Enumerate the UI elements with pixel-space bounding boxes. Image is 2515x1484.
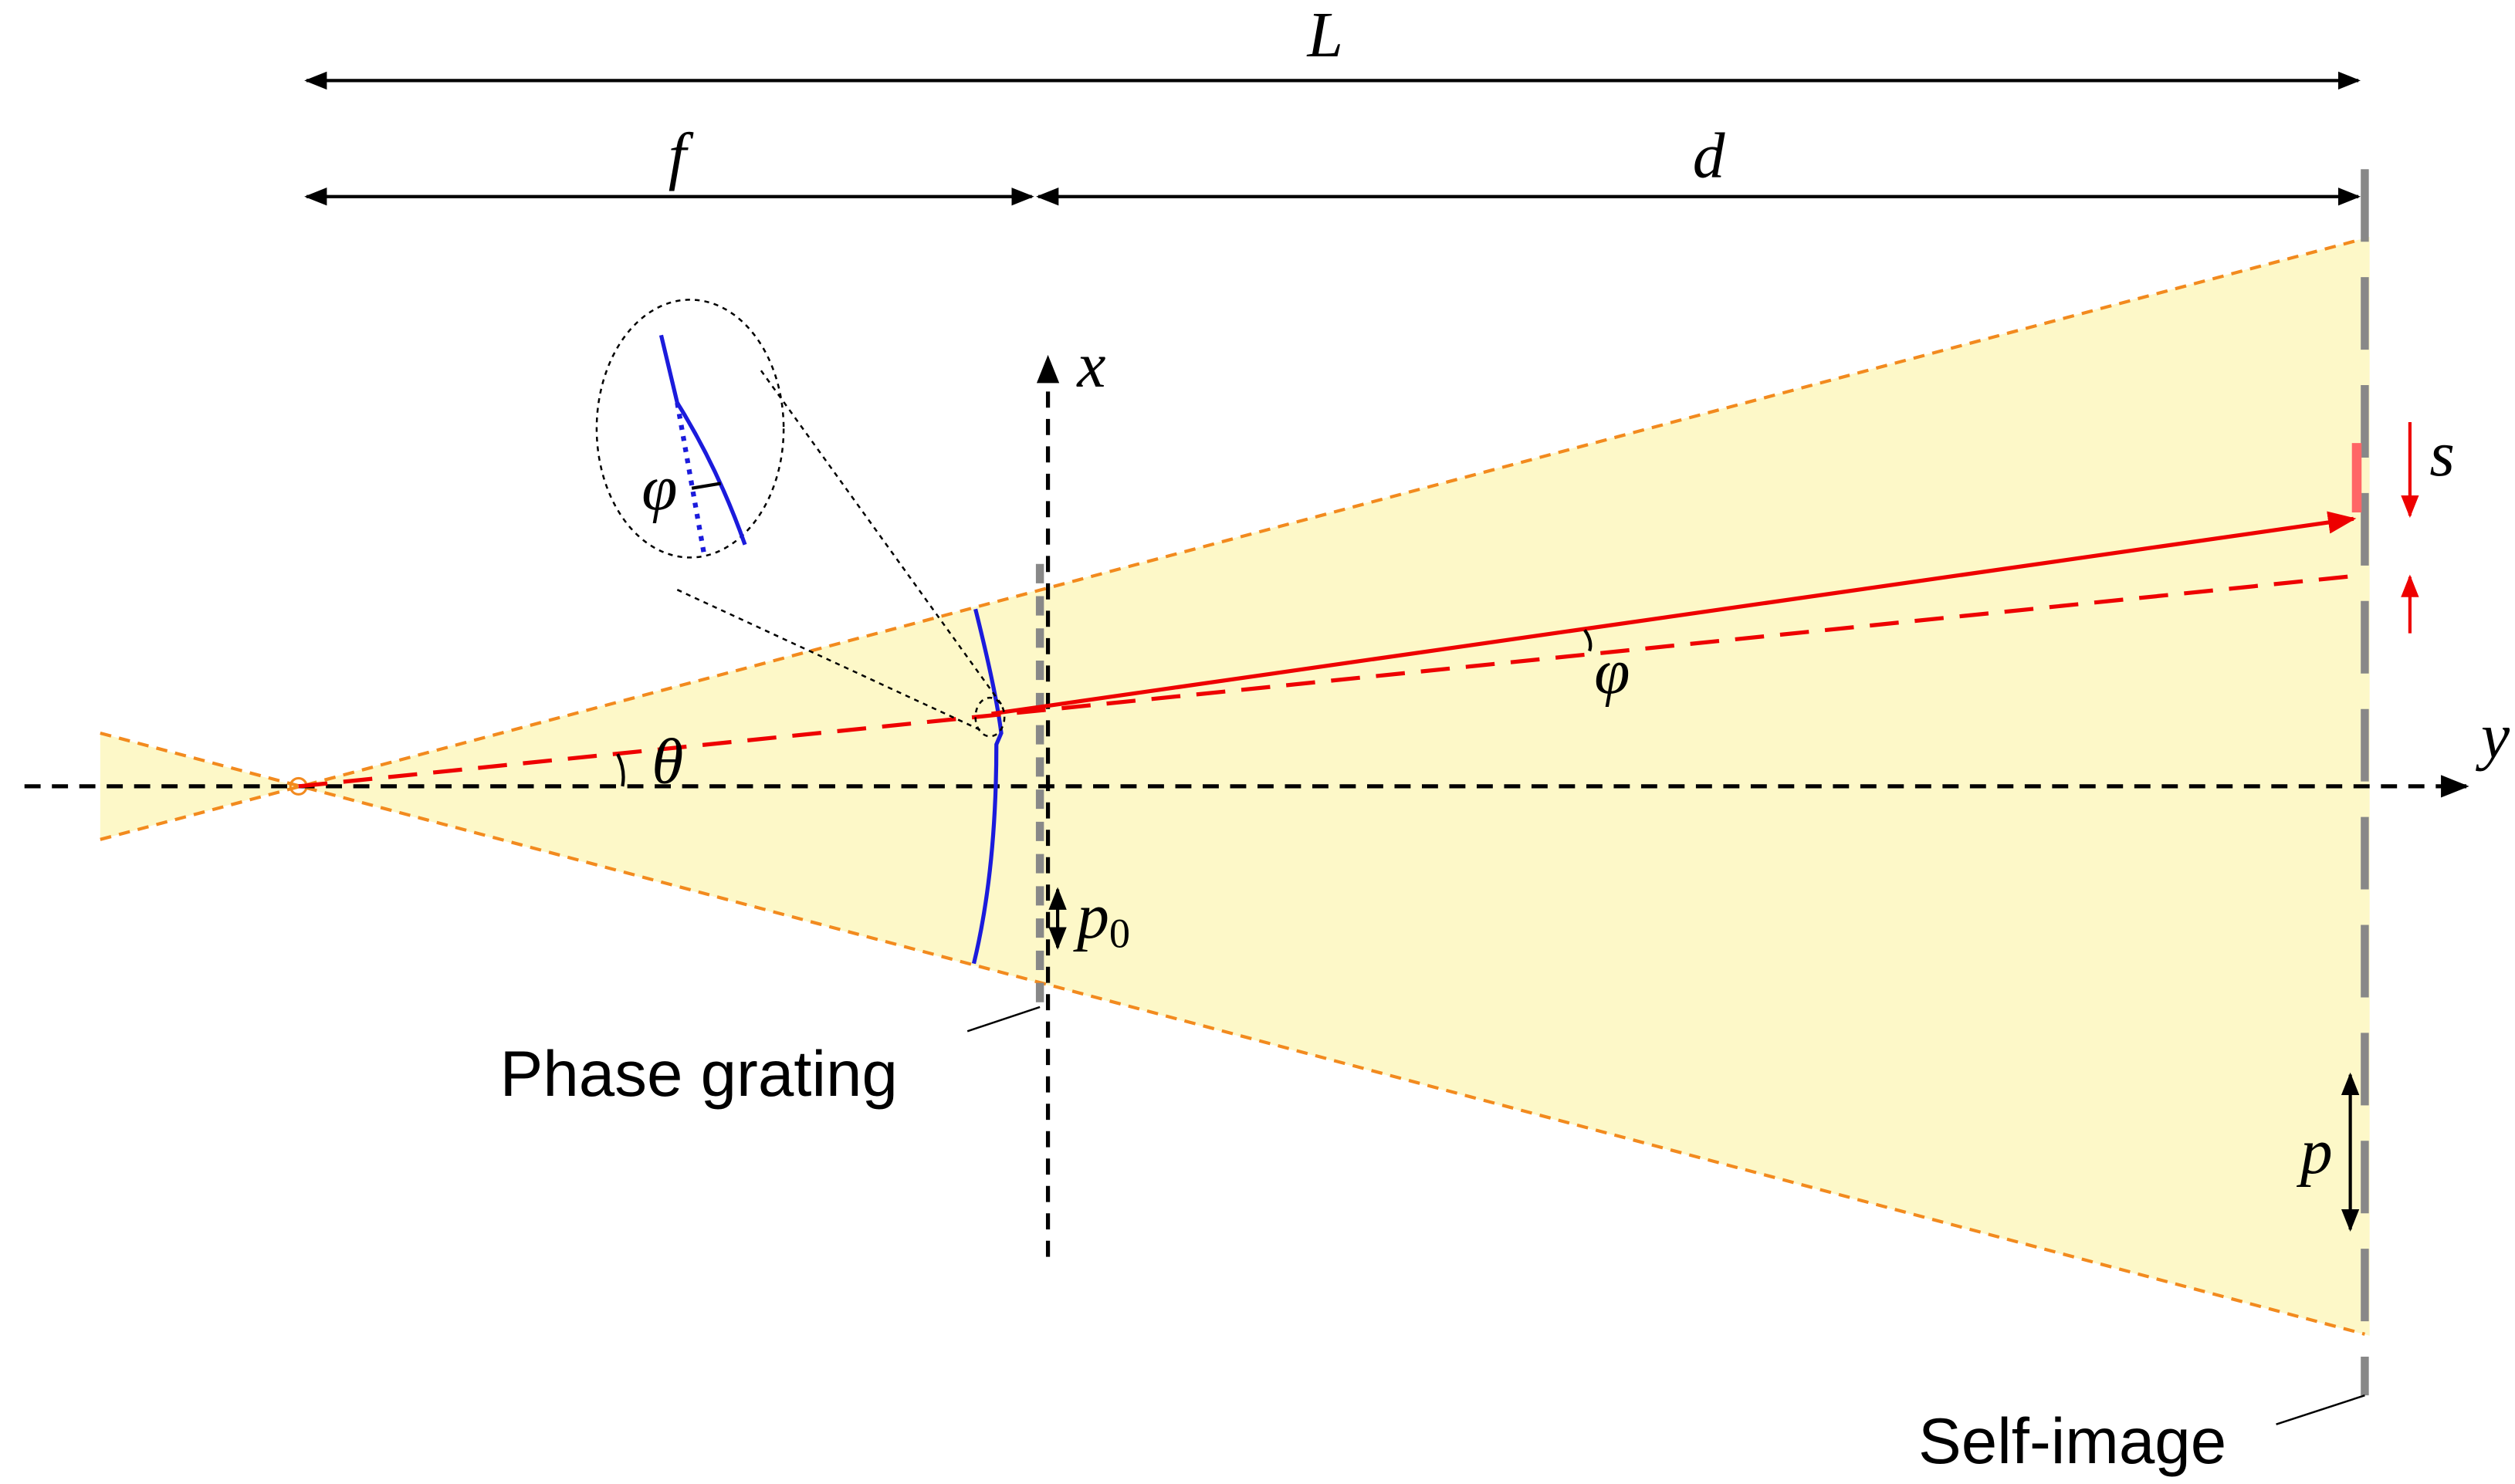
zoom-line	[676, 589, 981, 731]
label-f: f	[669, 121, 694, 192]
label-y: y	[2476, 701, 2510, 772]
inset-wavefront	[658, 334, 747, 546]
label-phase-grating: Phase grating	[500, 1037, 898, 1110]
beam-edge	[100, 731, 2365, 1336]
label-self-image: Self-image	[1918, 1405, 2226, 1477]
wavefront	[971, 608, 1004, 965]
label-d: d	[1693, 121, 1725, 192]
p0-main: p	[1073, 881, 1109, 952]
label-phi: φ	[1594, 637, 1630, 708]
inset-tick	[691, 482, 722, 490]
label-x: x	[1075, 330, 1105, 401]
inset	[595, 299, 785, 559]
phi-arc	[1583, 629, 1593, 652]
theta-arc	[616, 753, 625, 787]
zoom-line	[760, 370, 1003, 705]
leader	[966, 1006, 1041, 1033]
ray-dashed	[298, 573, 2362, 789]
label-s: s	[2429, 419, 2455, 490]
label-theta: θ	[652, 727, 683, 798]
p0-sub: 0	[1109, 911, 1130, 957]
beam-right	[298, 236, 2370, 1336]
inset-reference	[675, 402, 707, 558]
label-phi-inset: φ	[641, 453, 677, 524]
label-L: L	[1306, 0, 1342, 71]
leader	[2276, 1394, 2365, 1425]
label-p0: p0	[1073, 881, 1130, 957]
ray-deflected	[1048, 511, 2357, 708]
zoom-region	[974, 696, 1006, 738]
ray-segment	[991, 703, 1048, 716]
label-p: p	[2297, 1117, 2333, 1188]
beam-edge	[100, 236, 2365, 841]
